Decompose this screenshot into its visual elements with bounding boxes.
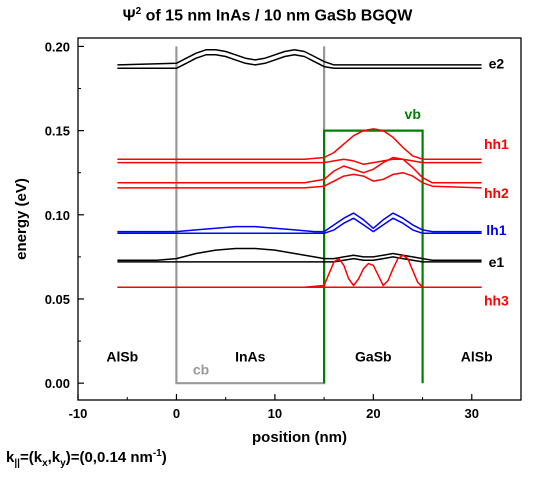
footnote-close: ) <box>161 449 167 466</box>
x-tick-label: 30 <box>465 406 479 421</box>
series-lh1-lower <box>117 217 482 235</box>
series-label-lh1: lh1 <box>486 222 506 238</box>
title-superscript: 2 <box>135 6 142 17</box>
series-hh3-upper <box>117 254 482 288</box>
footnote-k: k <box>6 449 15 466</box>
footnote-kx-sub: x <box>42 458 48 469</box>
y-tick-label: 0.10 <box>45 208 70 223</box>
x-tick-label: 10 <box>268 406 282 421</box>
region-label: AlSb <box>461 348 493 364</box>
plot-frame <box>77 37 522 401</box>
series-e2-upper <box>117 49 482 66</box>
chart-title: Ψ2 of 15 nm InAs / 10 nm GaSb BGQW <box>0 6 535 25</box>
y-tick-label: 0.20 <box>45 39 70 54</box>
footnote-comma: ,k <box>47 449 61 466</box>
region-label: InAs <box>235 348 266 364</box>
series-hh2-lower <box>117 171 482 189</box>
x-tick-label: 20 <box>366 406 380 421</box>
series-lh1-upper <box>117 212 482 233</box>
title-text: of 15 nm InAs / 10 nm GaSb BGQW <box>141 7 413 25</box>
series-hh1-upper <box>117 128 482 160</box>
x-axis-label: position (nm) <box>252 429 347 446</box>
series-label-e2: e2 <box>489 55 505 71</box>
band-edge-cb <box>175 46 326 385</box>
band-label-vb: vb <box>405 106 421 122</box>
footnote-eq: =(k <box>19 449 43 466</box>
footnote-ky-sub: y <box>60 458 66 469</box>
band-label-cb: cb <box>193 362 209 378</box>
series-label-hh1: hh1 <box>484 136 509 152</box>
footnote-k-sub: || <box>14 458 20 469</box>
region-label: AlSb <box>106 348 138 364</box>
y-axis-label: energy (eV) <box>13 178 30 260</box>
y-tick-label: 0.05 <box>45 292 70 307</box>
footnote-exponent: -1 <box>152 448 162 459</box>
band-edge-vb <box>323 129 424 384</box>
y-tick-label: 0.00 <box>45 376 70 391</box>
y-tick-label: 0.15 <box>45 124 70 139</box>
region-label: GaSb <box>355 348 392 364</box>
series-e2-lower <box>117 54 482 70</box>
series-hh1-lower <box>117 158 482 166</box>
footnote-value: )=(0,0.14 nm <box>65 449 153 466</box>
x-tick-label: -10 <box>69 406 88 421</box>
series-label-e1: e1 <box>489 254 505 270</box>
title-psi: Ψ <box>122 7 136 25</box>
wavevector-footnote: k||=(kx,ky)=(0,0.14 nm-1) <box>6 448 167 469</box>
series-label-hh3: hh3 <box>484 293 509 309</box>
series-label-hh2: hh2 <box>484 185 509 201</box>
series-e1-upper <box>117 247 482 262</box>
x-tick-label: 0 <box>173 406 180 421</box>
series-hh2-upper <box>117 156 482 184</box>
